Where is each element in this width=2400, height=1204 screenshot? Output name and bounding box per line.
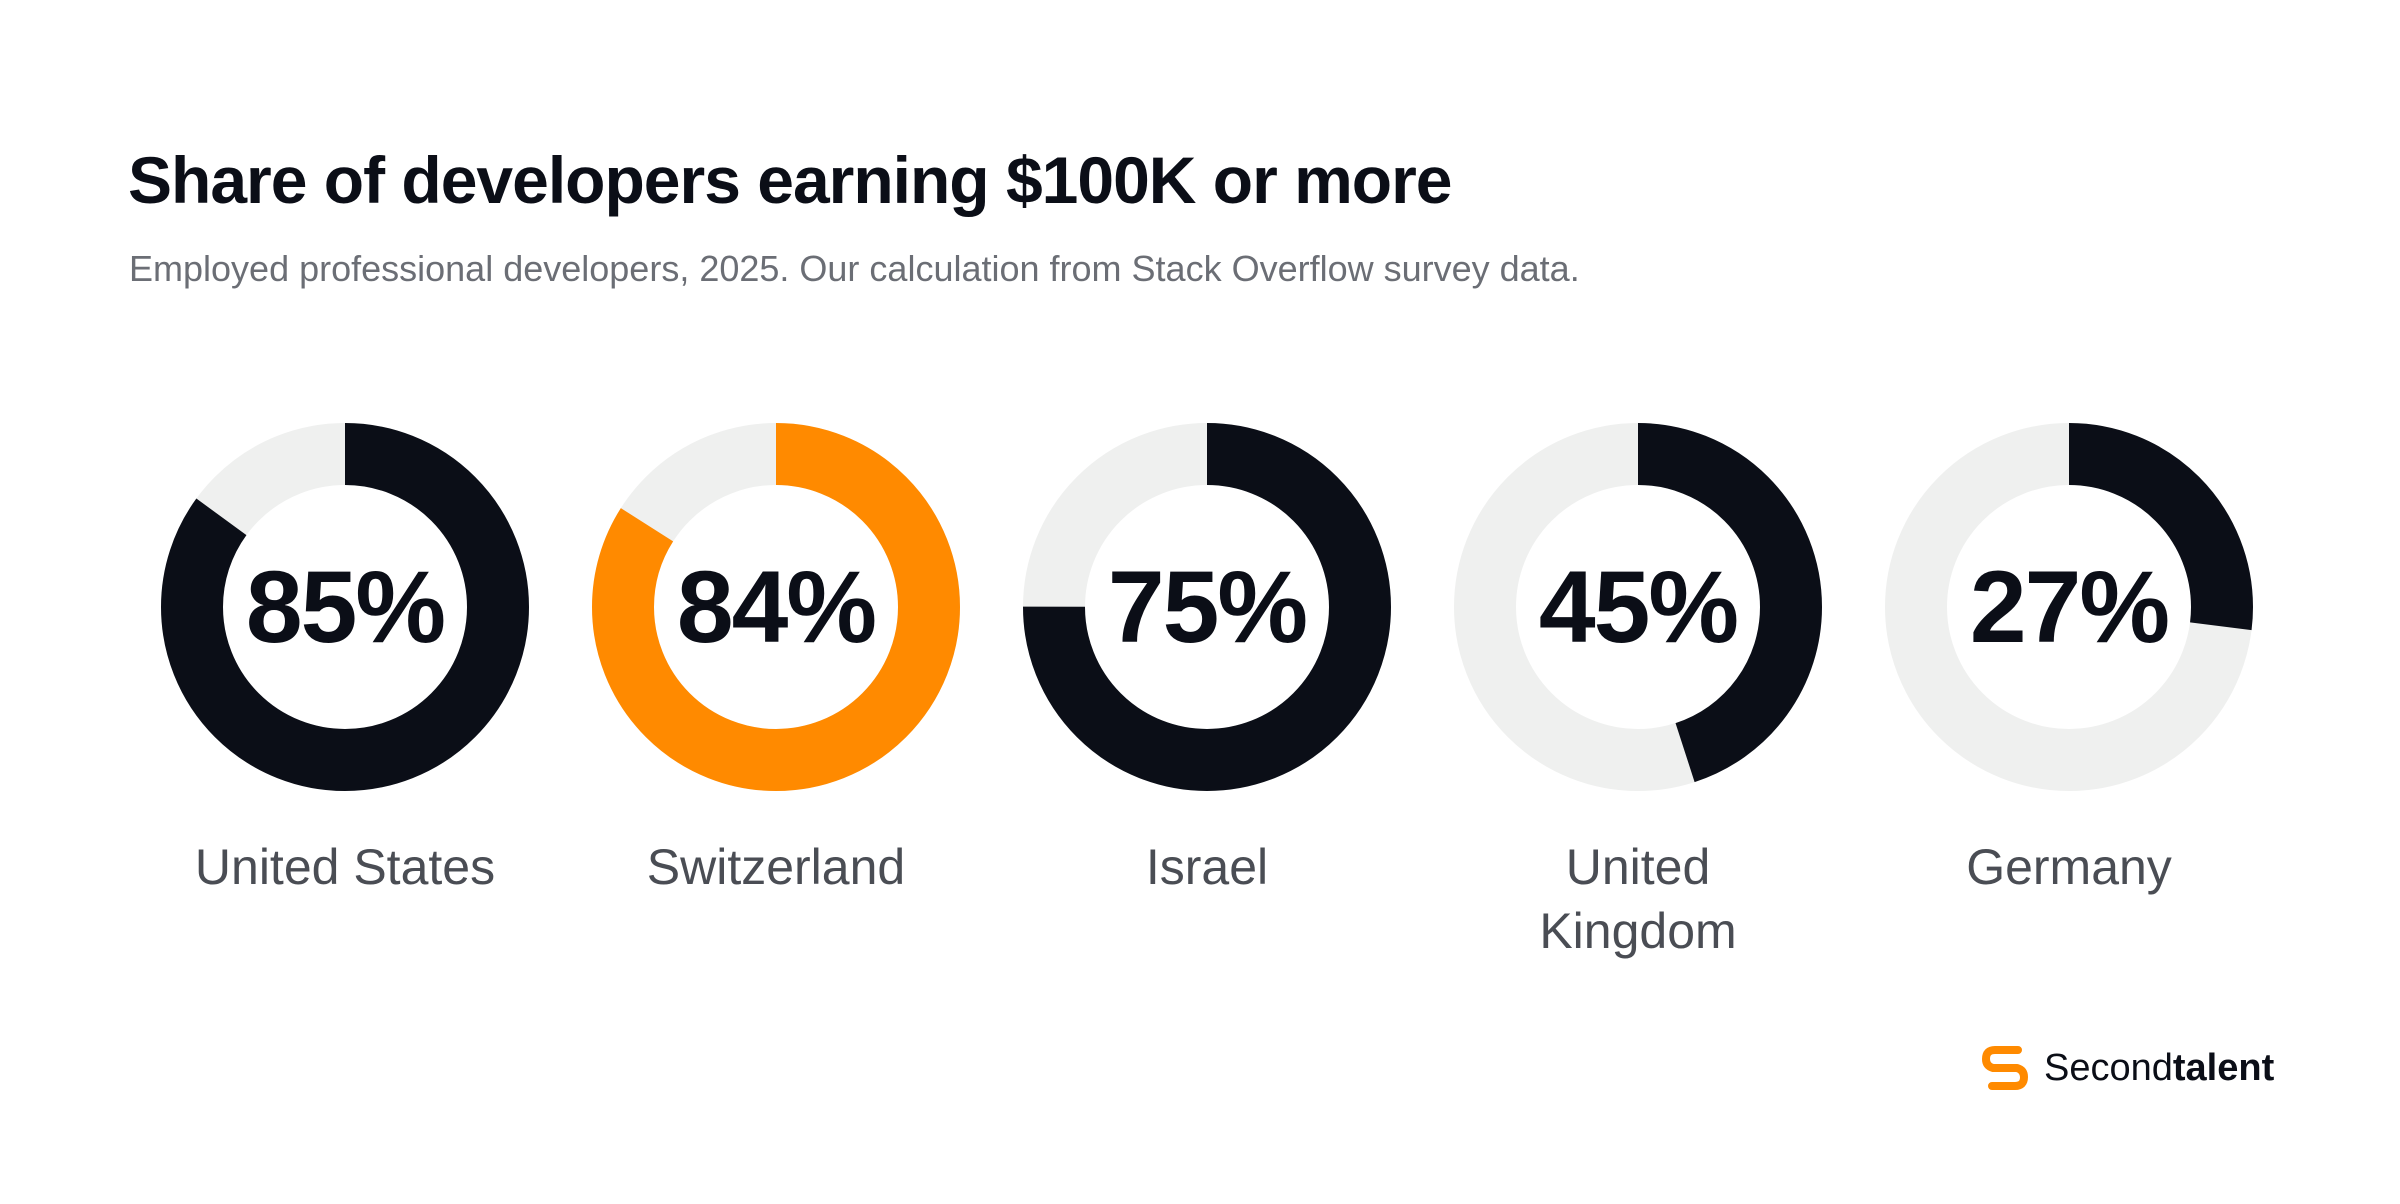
brand-name-bold: talent (2172, 1046, 2275, 1089)
donut-arc-united-states (161, 423, 529, 791)
value-label-germany: 27% (1970, 550, 2168, 664)
chart-subtitle: Employed professional developers, 2025. … (129, 248, 1580, 289)
value-label-switzerland: 84% (677, 550, 875, 664)
secondtalent-logo-icon (1982, 1046, 2028, 1090)
brand-name-light: Second (2044, 1046, 2173, 1089)
donut-arc-israel (1023, 423, 1391, 791)
category-label-israel: Israel (1146, 839, 1268, 895)
value-label-united-kingdom: 45% (1539, 550, 1737, 664)
donut-arc-germany (1885, 423, 2253, 791)
brand-name: Secondtalent (2044, 1047, 2274, 1090)
category-label-germany: Germany (1966, 839, 2172, 895)
brand-logo: Secondtalent (1978, 1040, 2274, 1096)
value-label-israel: 75% (1108, 550, 1306, 664)
chart-title: Share of developers earning $100K or mor… (128, 143, 1453, 217)
donut-arc-switzerland (592, 423, 960, 791)
category-label-united-states: United States (195, 839, 495, 895)
category-label-switzerland: Switzerland (647, 839, 905, 895)
category-label-united-kingdom-line-2: Kingdom (1539, 903, 1736, 959)
donut-arc-united-kingdom (1454, 423, 1822, 791)
value-label-united-states: 85% (246, 550, 444, 664)
category-label-united-kingdom-line-1: United (1566, 839, 1711, 895)
